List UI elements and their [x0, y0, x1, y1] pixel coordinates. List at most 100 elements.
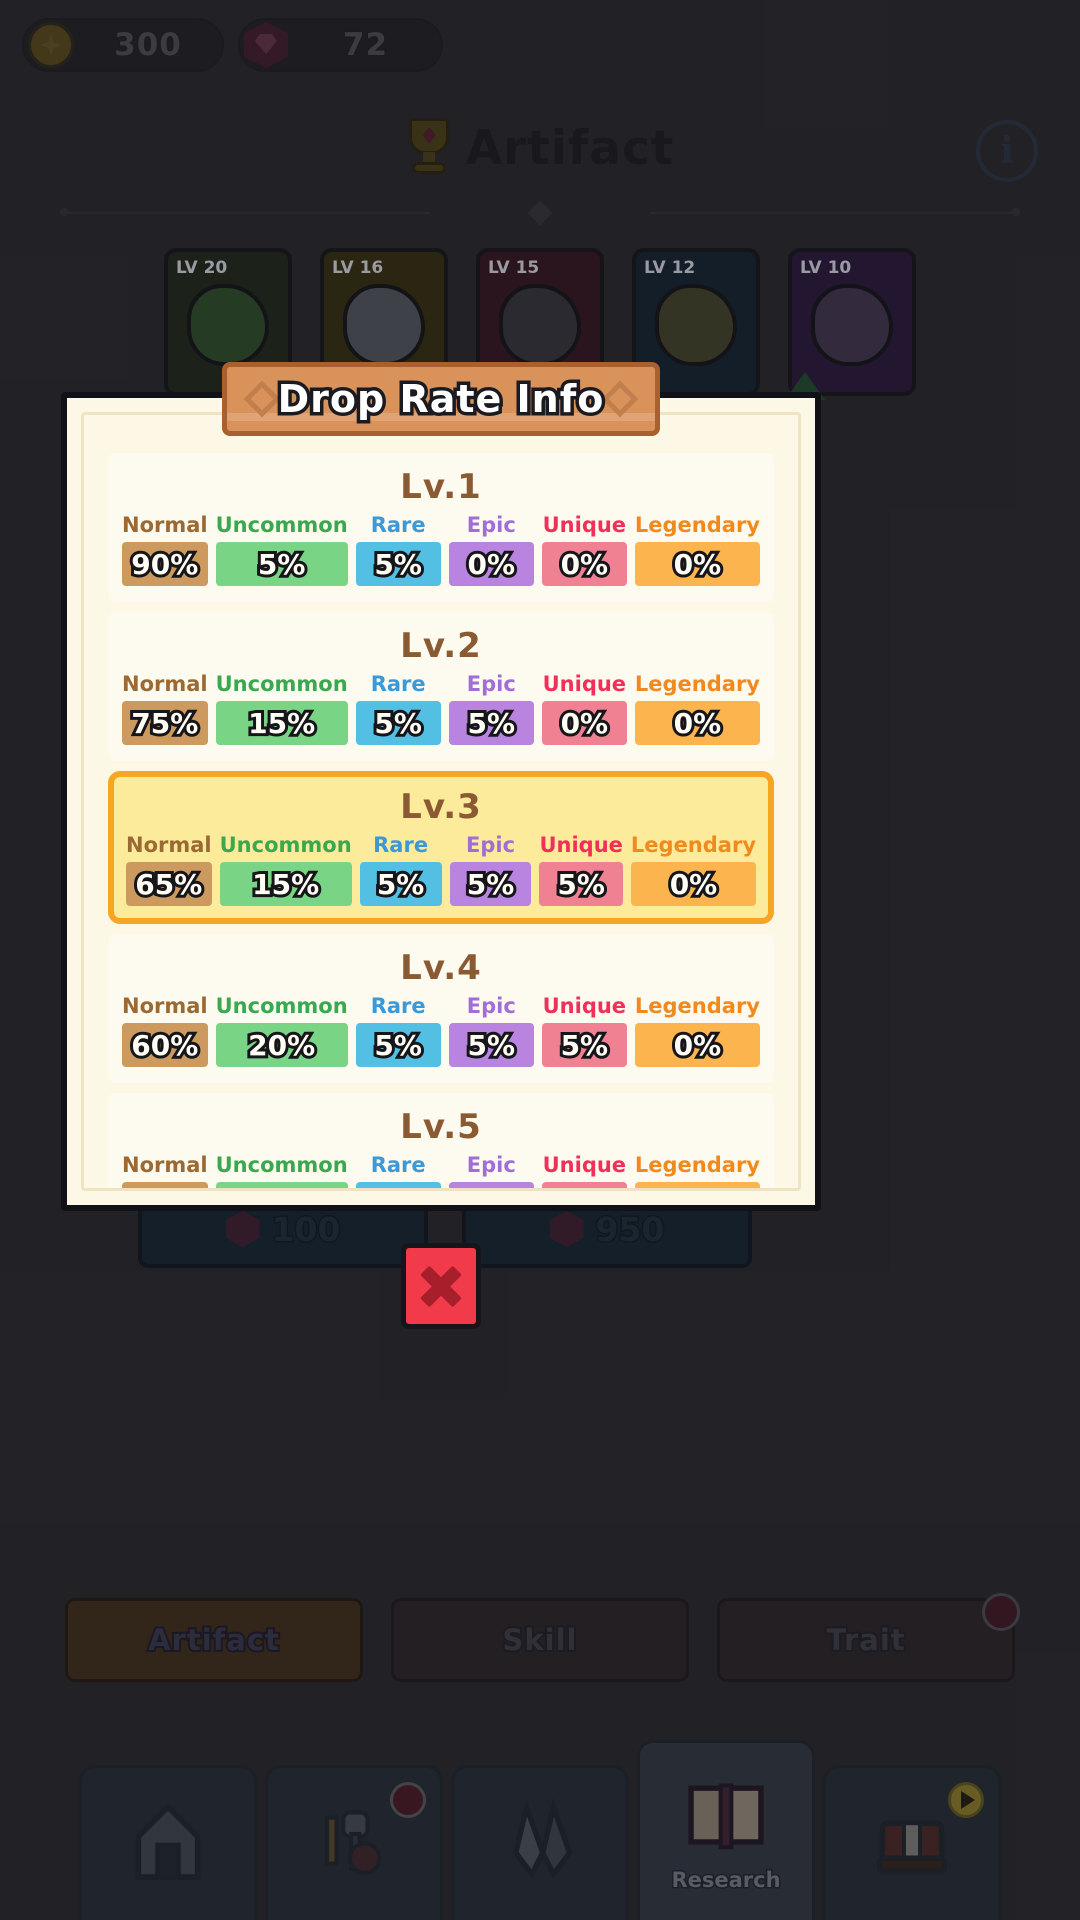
rarity-rate-value: 0% — [671, 704, 724, 743]
rarity-column: Legendary 0% — [630, 833, 757, 906]
rarity-label: Unique — [542, 994, 627, 1018]
rarity-label: Legendary — [634, 994, 760, 1018]
rarity-rate-value: 0% — [558, 704, 611, 743]
rarity-rate-pill: 60% — [122, 1023, 208, 1067]
level-row[interactable]: Lv.4 Normal 60% Uncommon 20% Rare 5% Epic 5% Uniq… — [108, 934, 774, 1083]
levels-scroll-area[interactable]: Lv.1 Normal 90% Uncommon 5% Rare 5% Epic 0% Uniqu… — [108, 453, 774, 1188]
rarity-rate-value: 10% — [362, 1185, 435, 1189]
rarity-column: Epic 5% — [449, 833, 532, 906]
diamond-ornament-icon — [601, 380, 639, 418]
rarity-column: Legendary 0% — [634, 513, 760, 586]
rarity-rate-value: 0% — [667, 865, 720, 904]
rarity-grid: Normal 55% Uncommon 20% Rare 10% Epic 5% Unique 5… — [122, 1153, 760, 1189]
rarity-rate-pill: 0% — [634, 1182, 760, 1188]
rarity-rate-value: 5% — [465, 1026, 518, 1065]
rarity-rate-pill: 20% — [215, 1023, 348, 1067]
rarity-rate-value: 0% — [671, 1026, 724, 1065]
rarity-column: Rare 10% — [355, 1153, 441, 1189]
rarity-rate-pill: 0% — [634, 542, 760, 586]
rarity-rate-pill: 15% — [215, 701, 348, 745]
artifact-card-level: LV 12 — [644, 258, 696, 278]
rarity-rate-pill: 0% — [634, 1023, 760, 1067]
rarity-column: Normal 55% — [122, 1153, 208, 1189]
rarity-column: Rare 5% — [355, 994, 441, 1067]
rarity-rate-pill: 5% — [355, 1023, 441, 1067]
rarity-rate-pill: 15% — [219, 862, 352, 906]
rarity-label: Epic — [466, 1153, 516, 1177]
rarity-column: Uncommon 20% — [215, 1153, 348, 1189]
close-button[interactable] — [401, 1243, 481, 1329]
diamond-ornament-icon — [243, 380, 281, 418]
rarity-label: Normal — [122, 1153, 208, 1177]
rarity-column: Epic 5% — [448, 994, 534, 1067]
level-row[interactable]: Lv.2 Normal 75% Uncommon 15% Rare 5% Epic 5% Uniq… — [108, 612, 774, 761]
rarity-rate-pill: 5% — [539, 862, 623, 906]
rarity-rate-value: 20% — [245, 1185, 318, 1189]
rarity-column: Normal 75% — [122, 672, 208, 745]
rarity-label: Epic — [466, 994, 516, 1018]
rarity-label: Normal — [122, 672, 208, 696]
rarity-rate-value: 55% — [128, 1185, 201, 1189]
level-title: Lv.4 — [400, 948, 482, 988]
rarity-label: Uncommon — [215, 513, 348, 537]
rarity-label: Rare — [370, 994, 426, 1018]
rarity-rate-value: 5% — [554, 865, 607, 904]
rarity-column: Rare 5% — [359, 833, 442, 906]
rarity-column: Epic 0% — [448, 513, 534, 586]
rarity-label: Uncommon — [215, 994, 348, 1018]
rarity-label: Unique — [542, 672, 627, 696]
rarity-column: Uncommon 20% — [215, 994, 348, 1067]
rarity-grid: Normal 65% Uncommon 15% Rare 5% Epic 5% Unique 5%… — [126, 833, 757, 906]
level-title: Lv.1 — [400, 467, 482, 507]
rarity-label: Unique — [542, 1153, 627, 1177]
rarity-column: Legendary 0% — [634, 672, 760, 745]
level-row-selected[interactable]: Lv.3 Normal 65% Uncommon 15% Rare 5% Epic 5% Uniq… — [108, 771, 774, 924]
rarity-column: Unique 5% — [539, 833, 623, 906]
rarity-rate-pill: 0% — [634, 701, 760, 745]
rarity-column: Epic 5% — [448, 1153, 534, 1188]
rarity-rate-value: 5% — [255, 545, 308, 584]
modal-title-banner: Drop Rate Info — [222, 362, 660, 436]
rarity-rate-value: 5% — [374, 865, 427, 904]
rarity-column: Uncommon 15% — [215, 672, 348, 745]
rarity-label: Normal — [122, 513, 208, 537]
rarity-label: Legendary — [634, 672, 760, 696]
rarity-column: Rare 5% — [355, 513, 441, 586]
rarity-column: Uncommon 15% — [219, 833, 352, 906]
rarity-rate-pill: 0% — [630, 862, 757, 906]
rarity-rate-value: 5% — [558, 1185, 611, 1189]
rarity-rate-value: 90% — [128, 545, 201, 584]
rarity-rate-value: 60% — [128, 1026, 201, 1065]
rarity-label: Unique — [539, 833, 623, 857]
rarity-rate-pill: 5% — [355, 542, 441, 586]
rarity-rate-value: 15% — [245, 704, 318, 743]
rarity-grid: Normal 60% Uncommon 20% Rare 5% Epic 5% Unique 5%… — [122, 994, 760, 1067]
rarity-rate-pill: 90% — [122, 542, 208, 586]
rarity-rate-pill: 55% — [122, 1182, 208, 1189]
modal-title: Drop Rate Info — [274, 374, 607, 425]
rarity-rate-value: 5% — [371, 704, 424, 743]
rarity-rate-value: 5% — [371, 1026, 424, 1065]
rarity-rate-pill: 5% — [448, 701, 534, 745]
rarity-rate-pill: 5% — [541, 1182, 627, 1189]
rarity-rate-pill: 20% — [215, 1182, 348, 1189]
rarity-label: Epic — [466, 513, 516, 537]
rarity-label: Rare — [370, 513, 426, 537]
rarity-rate-value: 5% — [371, 545, 424, 584]
level-row[interactable]: Lv.5Normal55%Uncommon20%Rare10%Epic5%Uni… — [108, 1093, 774, 1189]
rarity-column: Rare 5% — [355, 672, 441, 745]
level-row[interactable]: Lv.1 Normal 90% Uncommon 5% Rare 5% Epic 0% Uniqu… — [108, 453, 774, 602]
rarity-rate-value: 5% — [464, 865, 517, 904]
rarity-label: Rare — [373, 833, 429, 857]
rarity-label: Uncommon — [219, 833, 352, 857]
rarity-label: Unique — [542, 513, 627, 537]
rarity-rate-value: 5% — [465, 704, 518, 743]
rarity-rate-pill: 5% — [541, 1023, 627, 1067]
rarity-label: Epic — [466, 672, 516, 696]
artifact-card-level: LV 16 — [332, 258, 384, 278]
rarity-rate-value: 0% — [558, 545, 611, 584]
rarity-rate-pill: 75% — [122, 701, 208, 745]
artifact-card-level: LV 20 — [176, 258, 228, 278]
rarity-rate-value: 75% — [128, 704, 201, 743]
rarity-rate-pill: 5% — [448, 1023, 534, 1067]
